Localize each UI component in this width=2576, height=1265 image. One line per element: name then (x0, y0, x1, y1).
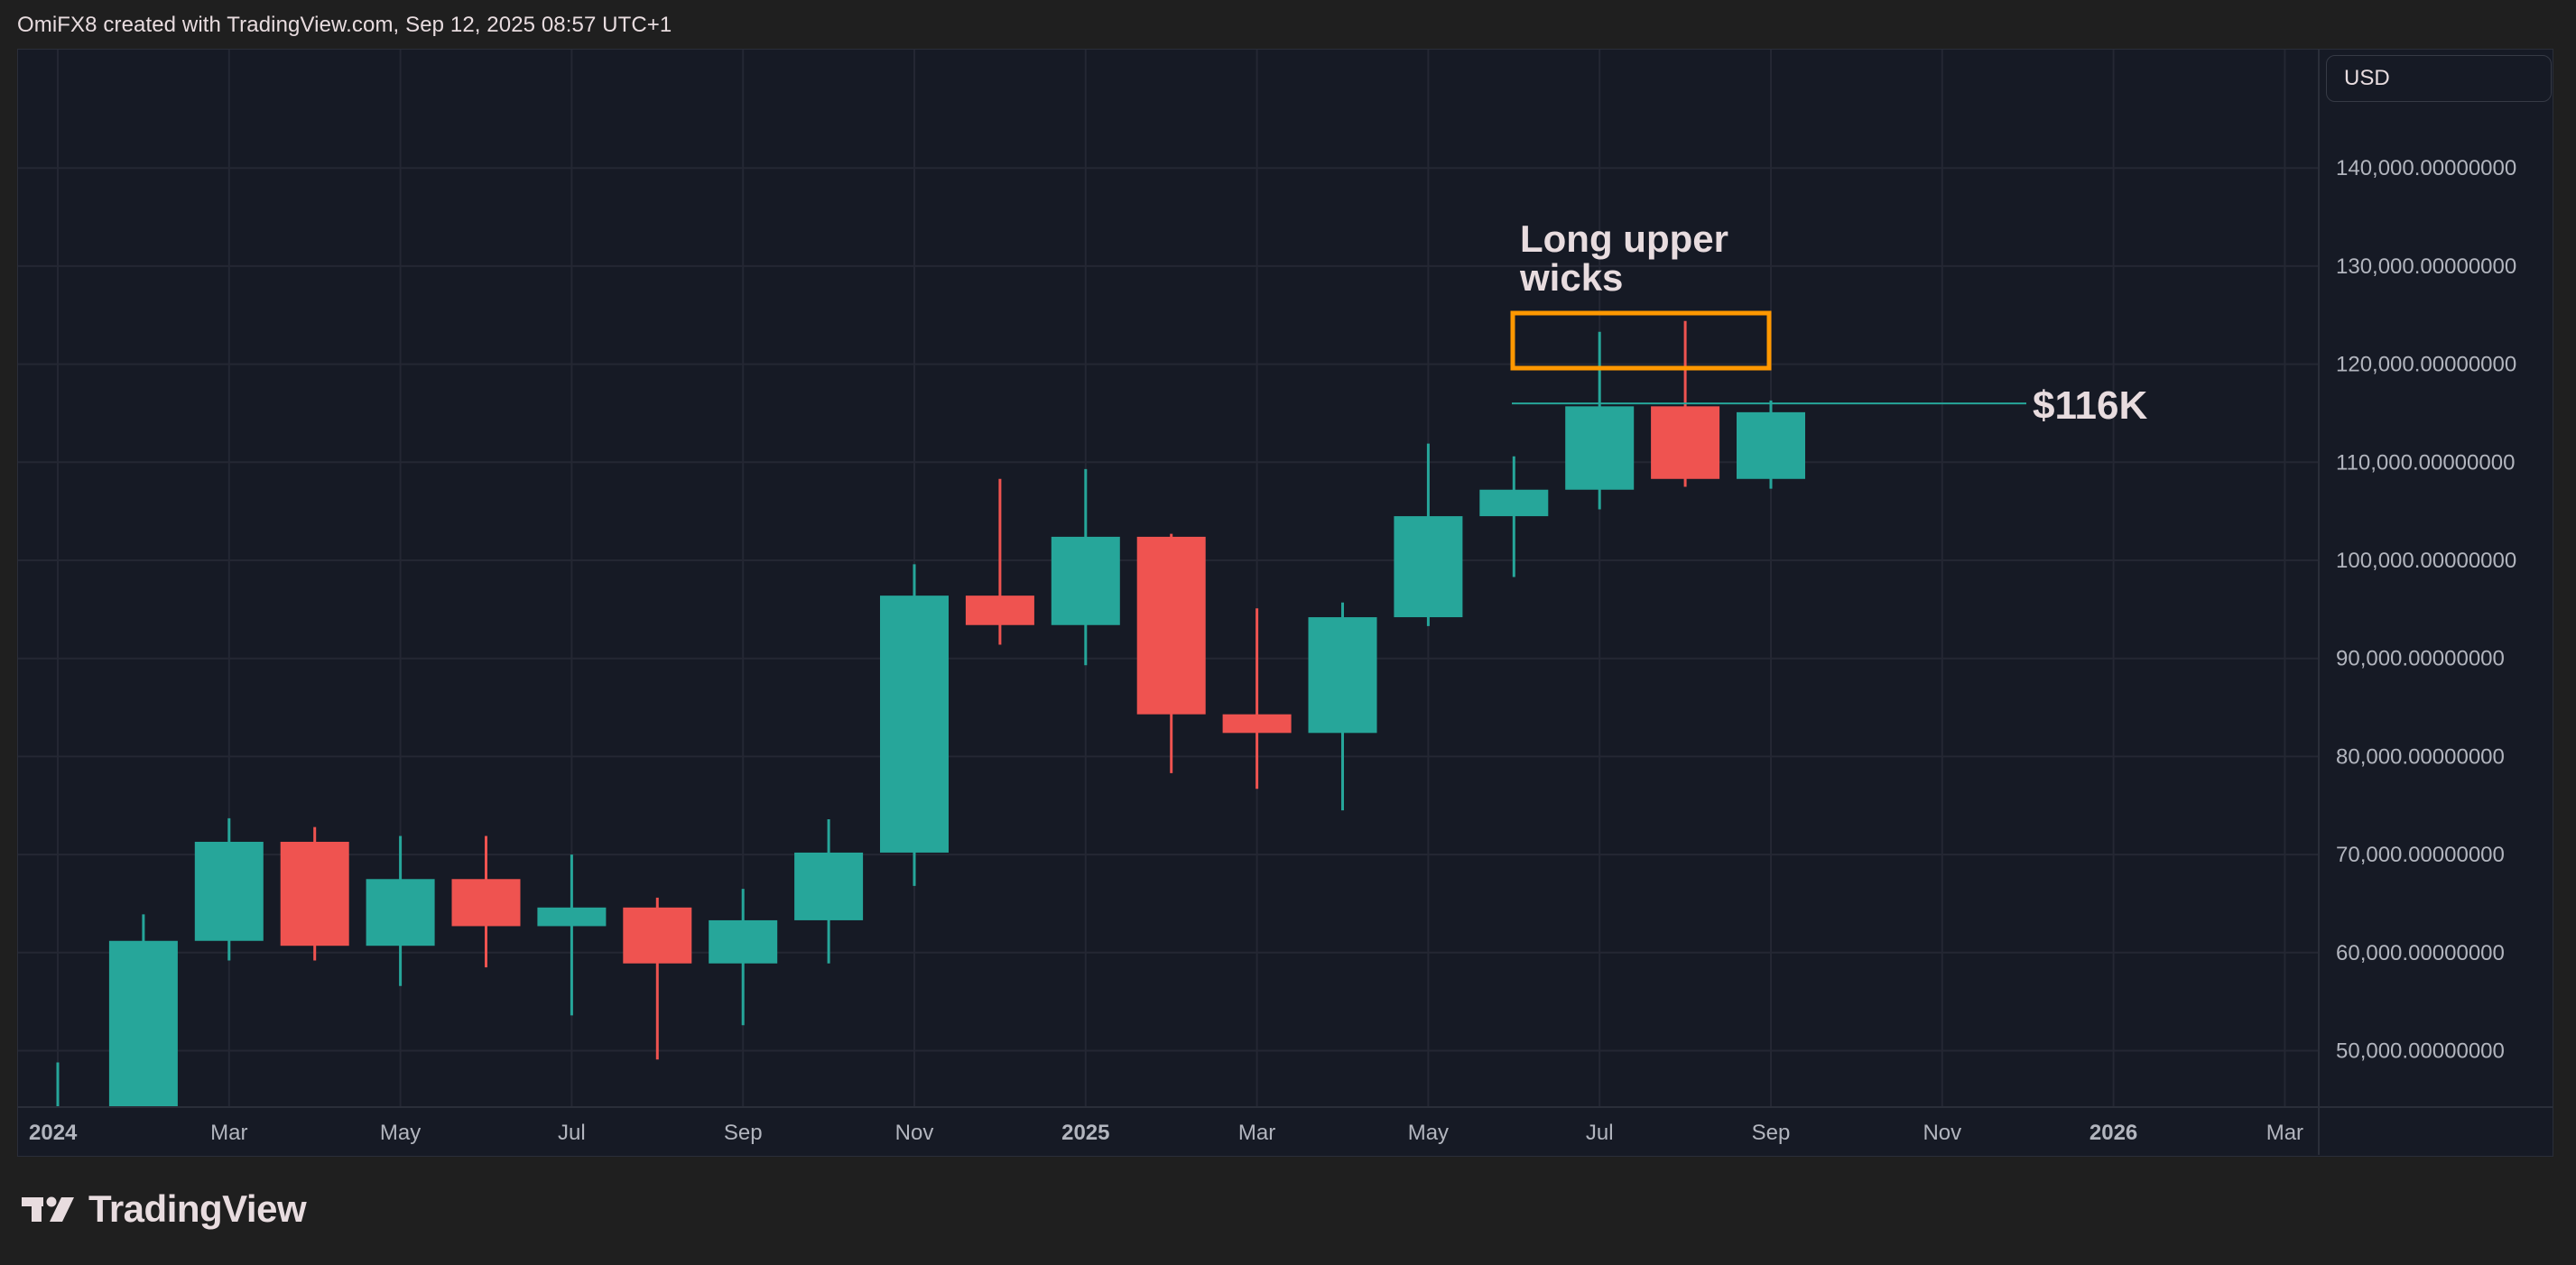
chart-attribution: OmiFX8 created with TradingView.com, Sep… (17, 13, 672, 37)
candle[interactable] (623, 897, 692, 1060)
candle[interactable] (880, 564, 949, 886)
price-tick-label: 100,000.00000000 (2336, 549, 2516, 573)
candle[interactable] (1136, 533, 1206, 773)
time-tick-label: 2026 (2090, 1121, 2137, 1145)
candle-body (537, 907, 607, 927)
candle-body (1051, 536, 1120, 625)
price-tick-label: 110,000.00000000 (2336, 450, 2515, 475)
time-tick-label: Mar (1238, 1121, 1275, 1145)
candle[interactable] (1394, 443, 1463, 626)
candle-body (451, 879, 521, 927)
candle[interactable] (1479, 456, 1549, 577)
candle[interactable] (280, 826, 349, 961)
candle-body (794, 852, 864, 920)
time-scale[interactable]: 2024 Mar May Jul Sep Nov 2025 Mar May Jul Sep Nov 20… (29, 1121, 2303, 1145)
currency-label: USD (2344, 66, 2390, 90)
candle-body (1308, 617, 1377, 734)
candles (23, 320, 1805, 1164)
candle-body (1222, 714, 1292, 734)
price-tick-label: 50,000.00000000 (2336, 1039, 2505, 1064)
time-tick-label: Mar (2266, 1121, 2303, 1145)
time-tick-label: Nov (1923, 1121, 1961, 1145)
time-tick-label: Jul (1586, 1121, 1614, 1145)
candle-body (1394, 516, 1463, 618)
price-tick-label: 90,000.00000000 (2336, 647, 2505, 671)
candle[interactable] (537, 854, 607, 1016)
chart-grid (18, 50, 2553, 1155)
time-tick-label: May (380, 1121, 421, 1145)
tradingview-logo-icon (22, 1196, 74, 1222)
time-tick-label: Sep (724, 1121, 763, 1145)
level-label: $116K (2033, 383, 2147, 428)
candle-body (965, 596, 1034, 625)
price-tick-label: 120,000.00000000 (2336, 353, 2516, 377)
candle[interactable] (366, 836, 435, 986)
candle-body (880, 596, 949, 853)
logo-wordmark: TradingView (88, 1187, 307, 1230)
candle-body (280, 841, 349, 946)
candle-body (1565, 406, 1635, 490)
candle[interactable] (1051, 468, 1120, 666)
time-tick-label: 2025 (1061, 1121, 1109, 1145)
candle[interactable] (1651, 320, 1720, 487)
time-tick-label: Nov (895, 1121, 934, 1145)
price-tick-label: 60,000.00000000 (2336, 941, 2505, 965)
highlight-rectangle[interactable] (1510, 310, 1772, 371)
candle[interactable] (23, 1062, 92, 1164)
candle-body (1479, 489, 1549, 517)
candle[interactable] (965, 478, 1034, 645)
currency-button[interactable]: USD (2326, 55, 2552, 102)
candle-body (366, 879, 435, 946)
candle[interactable] (794, 818, 864, 964)
candle-body (709, 919, 778, 964)
price-tick-label: 80,000.00000000 (2336, 744, 2505, 769)
candle[interactable] (451, 836, 521, 968)
candle[interactable] (1565, 331, 1635, 510)
tradingview-logo: TradingView (22, 1187, 307, 1231)
candle-body (1737, 411, 1805, 479)
price-tick-label: 130,000.00000000 (2336, 254, 2516, 279)
chart-frame (17, 49, 2553, 1157)
annotation-text: wicks (1519, 256, 1623, 299)
price-scale[interactable]: 140,000.00000000 130,000.00000000 120,000.… (2336, 156, 2516, 1063)
candle-body (194, 841, 264, 941)
candle-body (108, 940, 178, 1106)
candle-body (623, 907, 692, 964)
time-tick-label: Sep (1752, 1121, 1791, 1145)
candle[interactable] (1737, 400, 1805, 489)
candle[interactable] (194, 817, 264, 961)
time-tick-label: 2024 (29, 1121, 78, 1145)
time-tick-label: Mar (210, 1121, 247, 1145)
candle-body (1136, 536, 1206, 715)
price-tick-label: 140,000.00000000 (2336, 156, 2516, 180)
time-tick-label: May (1408, 1121, 1449, 1145)
candle[interactable] (1222, 608, 1292, 789)
candle[interactable] (709, 889, 778, 1026)
candle[interactable] (1308, 602, 1377, 811)
annotation-text: Long upper (1520, 217, 1728, 260)
price-tick-label: 70,000.00000000 (2336, 843, 2505, 867)
time-tick-label: Jul (558, 1121, 586, 1145)
candle[interactable] (108, 914, 178, 1124)
candle-body (1651, 406, 1720, 479)
